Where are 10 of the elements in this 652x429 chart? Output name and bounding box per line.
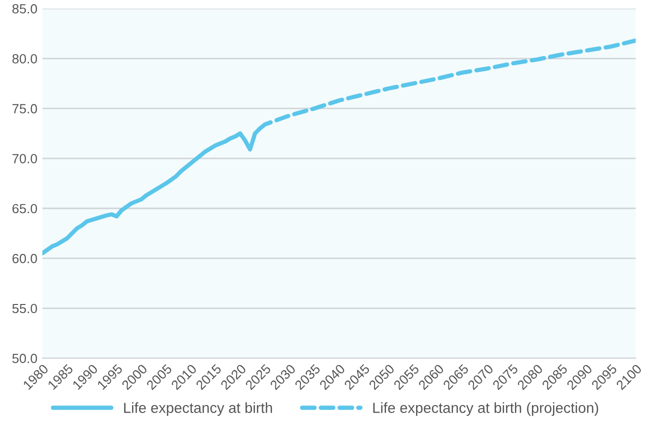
y-tick-label: 50.0 [12, 354, 38, 364]
y-tick-label: 85.0 [12, 4, 38, 14]
legend-label: Life expectancy at birth (projection) [373, 402, 598, 416]
y-tick-label: 55.0 [12, 304, 38, 314]
y-tick-label: 80.0 [12, 54, 38, 64]
y-tick-label: 75.0 [12, 104, 38, 114]
legend-label: Life expectancy at birth [124, 402, 272, 416]
y-tick-label: 70.0 [12, 154, 38, 164]
y-tick-label: 60.0 [12, 254, 38, 264]
y-tick-label: 65.0 [12, 204, 38, 214]
